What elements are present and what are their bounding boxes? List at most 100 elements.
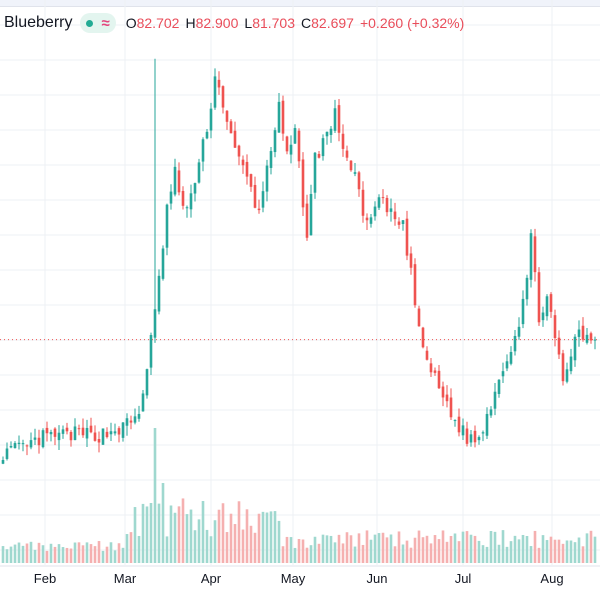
top-toolbar-strip xyxy=(0,0,600,7)
volume-bar xyxy=(265,512,269,563)
volume-bar xyxy=(329,535,333,563)
volume-bar xyxy=(449,535,453,563)
candle-body xyxy=(389,208,393,212)
volume-bar xyxy=(113,550,117,563)
candle-body xyxy=(509,351,513,364)
candle-body xyxy=(525,277,529,300)
volume-bar xyxy=(61,547,65,563)
volume-bar xyxy=(457,541,461,563)
candle-body xyxy=(309,193,313,236)
volume-bar xyxy=(425,535,429,563)
candle-body xyxy=(481,432,485,434)
volume-bar xyxy=(153,428,157,563)
close-label: C xyxy=(301,15,312,31)
candle-body xyxy=(225,110,229,122)
candle-body xyxy=(117,428,121,435)
volume-bar xyxy=(293,547,297,563)
volume-bar xyxy=(237,501,241,563)
volume-bar xyxy=(333,542,337,563)
candle-body xyxy=(241,159,245,166)
candle-body xyxy=(69,431,73,441)
candle-body xyxy=(137,413,141,419)
x-tick-label: May xyxy=(281,571,306,586)
volume-bar xyxy=(337,534,341,563)
candle-body xyxy=(545,296,549,317)
candle-body xyxy=(165,204,169,248)
candle-body xyxy=(421,327,425,348)
candle-body xyxy=(193,183,197,194)
volume-bar xyxy=(185,514,189,563)
candle-body xyxy=(561,353,565,382)
candle-body xyxy=(565,369,569,382)
candle-body xyxy=(13,443,17,449)
candle-body xyxy=(9,445,13,448)
volume-bar xyxy=(573,542,577,563)
candle-body xyxy=(405,218,409,256)
volume-bar xyxy=(213,520,217,563)
candle-body xyxy=(65,427,69,432)
volume-bar xyxy=(517,539,521,563)
volume-bar xyxy=(9,546,13,563)
candle-body xyxy=(517,326,521,337)
candle-body xyxy=(473,430,477,443)
volume-bar xyxy=(377,533,381,563)
volume-bar xyxy=(201,501,205,563)
candle-body xyxy=(381,197,385,199)
volume-bar xyxy=(469,534,473,563)
volume-bar xyxy=(357,533,361,563)
candle-body xyxy=(201,139,205,162)
volume-bar xyxy=(353,546,357,563)
candle-body xyxy=(437,370,441,389)
volume-bar xyxy=(501,530,505,563)
volume-bar xyxy=(493,531,497,563)
candle-body xyxy=(277,101,281,133)
candle-body xyxy=(369,217,373,224)
volume-bar xyxy=(437,539,441,563)
candle-body xyxy=(53,428,57,437)
candle-body xyxy=(297,130,301,162)
volume-bar xyxy=(589,530,593,563)
candle-body xyxy=(485,413,489,436)
volume-bar xyxy=(553,539,557,563)
volume-bar xyxy=(321,534,325,563)
candle-body xyxy=(353,172,357,174)
candle-body xyxy=(261,191,265,208)
candle-body xyxy=(73,426,77,441)
volume-bar xyxy=(549,536,553,563)
volume-bar xyxy=(5,549,9,563)
volume-bar xyxy=(177,506,181,563)
volume-bar xyxy=(397,531,401,563)
indicator-pill[interactable]: ≈ xyxy=(80,13,116,33)
candle-body xyxy=(93,432,97,441)
candle-body xyxy=(213,76,217,108)
candle-body xyxy=(529,233,533,280)
volume-bar xyxy=(497,544,501,563)
low-label: L xyxy=(244,15,253,31)
volume-bar xyxy=(521,534,525,563)
symbol-name[interactable]: Blueberry xyxy=(4,14,73,31)
candle-body xyxy=(417,308,421,327)
candle-body xyxy=(197,162,201,183)
volume-bar xyxy=(69,548,73,563)
close-value: 82.697 xyxy=(311,15,354,31)
high-value: 82.900 xyxy=(195,15,239,31)
candle-body xyxy=(113,431,117,434)
volume-bar xyxy=(473,535,477,563)
volume-bar xyxy=(105,546,109,563)
grid xyxy=(0,0,600,565)
candle-body xyxy=(573,336,577,361)
candle-body xyxy=(477,437,481,441)
x-tick-label: Mar xyxy=(114,571,137,586)
volume-bar xyxy=(325,535,329,563)
volume-bar xyxy=(525,536,529,563)
volume-bar xyxy=(409,547,413,563)
candle-body xyxy=(189,193,193,210)
volume-bar xyxy=(129,532,133,563)
candle-body xyxy=(81,427,85,436)
volume-bar xyxy=(349,535,353,563)
volume-bar xyxy=(1,546,5,563)
candle-body xyxy=(577,329,581,337)
candle-body xyxy=(209,108,213,131)
open-value: 82.702 xyxy=(136,15,180,31)
